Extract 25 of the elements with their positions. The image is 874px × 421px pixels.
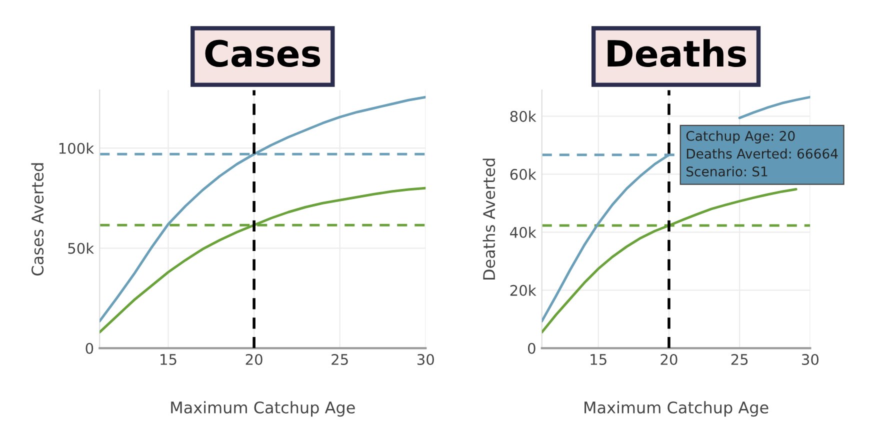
- y-tick-label: 0: [86, 342, 94, 354]
- chart-title: Deaths: [608, 39, 746, 68]
- y-tick-label: 20k: [510, 284, 536, 296]
- x-tick-label: 15: [590, 354, 606, 366]
- x-tick-label: 25: [731, 354, 748, 366]
- chart-title: Cases: [205, 40, 320, 68]
- x-tick-label: 20: [246, 354, 262, 366]
- annotation: Catchup Age: 20 Deaths Averted: 66664 Scenario: S1: [686, 130, 838, 176]
- y-tick-label: 60k: [510, 168, 536, 180]
- y-axis-title: Cases Averted: [31, 163, 44, 276]
- y-axis-title: Deaths Averted: [482, 158, 496, 280]
- y-tick-label: 100k: [59, 142, 94, 154]
- x-tick-label: 25: [332, 354, 348, 366]
- x-tick-label: 20: [660, 354, 678, 366]
- y-tick-label: 50k: [68, 242, 94, 254]
- line-series: [100, 186, 426, 334]
- y-tick-label: 40k: [510, 226, 536, 238]
- line-series: [100, 96, 426, 322]
- x-axis-title: Maximum Catchup Age: [171, 401, 355, 417]
- x-tick-label: 30: [417, 354, 434, 366]
- y-tick-label: 0: [528, 342, 536, 354]
- y-tick-label: 80k: [510, 110, 536, 122]
- x-tick-label: 30: [802, 354, 819, 366]
- x-axis-title: Maximum Catchup Age: [584, 401, 768, 417]
- x-tick-label: 15: [160, 354, 176, 366]
